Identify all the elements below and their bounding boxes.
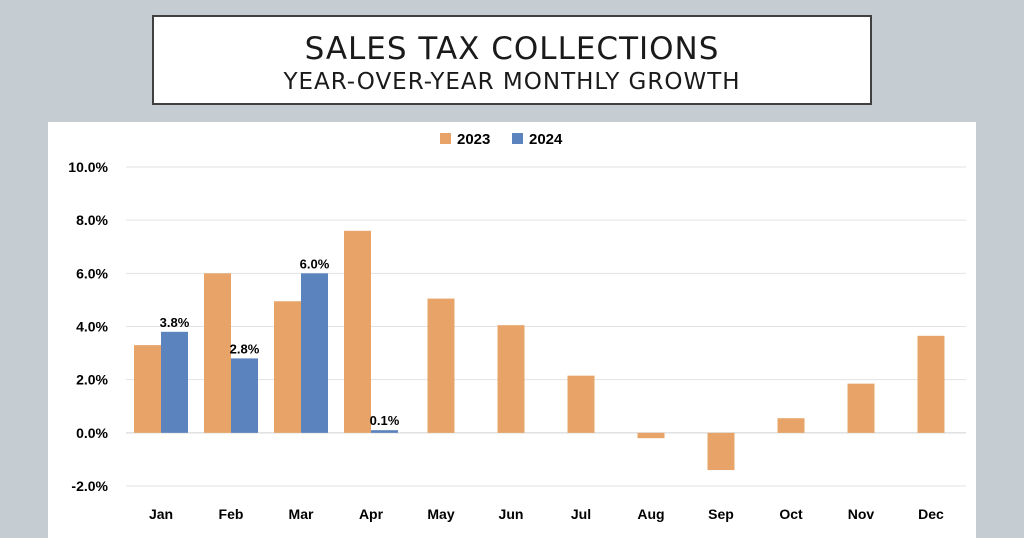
bar-2023-may (427, 298, 455, 433)
x-tick-label: Jun (499, 506, 524, 522)
bar-2023-jun (497, 325, 525, 433)
x-tick-label: Jul (571, 506, 591, 522)
x-tick-label: Oct (779, 506, 803, 522)
bar-2023-oct (777, 418, 805, 433)
x-tick-label: Nov (848, 506, 875, 522)
y-tick-label: -2.0% (71, 478, 108, 494)
bar-2023-mar (274, 301, 301, 433)
bar-chart: -2.0% 0.0% 2.0% 4.0% 6.0% 8.0% 10.0% 3.8% Jan 2.8… (68, 131, 966, 522)
legend-swatch-2024 (512, 133, 523, 144)
bar-2023-jan (134, 345, 161, 433)
y-tick-label: 6.0% (76, 265, 108, 281)
bar-2023-jul (567, 375, 595, 433)
y-tick-label: 8.0% (76, 212, 108, 228)
chart-subtitle: YEAR-OVER-YEAR MONTHLY GROWTH (283, 69, 741, 95)
bar-2023-aug (637, 432, 665, 439)
x-tick-label: Mar (289, 506, 314, 522)
x-tick-label: Dec (918, 506, 944, 522)
data-label: 3.8% (160, 315, 190, 330)
legend-swatch-2023 (440, 133, 451, 144)
x-tick-label: Aug (637, 506, 664, 522)
y-tick-label: 4.0% (76, 319, 108, 335)
y-tick-label: 0.0% (76, 425, 108, 441)
bar-2024-feb (231, 358, 258, 433)
data-label: 6.0% (300, 256, 330, 271)
bar-2023-dec (917, 335, 945, 433)
bar-2024-apr (371, 430, 398, 433)
chart-title-box: SALES TAX COLLECTIONS YEAR-OVER-YEAR MON… (152, 15, 872, 105)
x-tick-label: May (427, 506, 454, 522)
y-tick-label: 10.0% (68, 159, 108, 175)
x-tick-label: Sep (708, 506, 734, 522)
x-tick-label: Apr (359, 506, 384, 522)
bar-2023-apr (344, 230, 371, 433)
data-label: 0.1% (370, 413, 400, 428)
bar-2024-jan (161, 331, 188, 433)
legend-label-2023: 2023 (457, 131, 490, 148)
bar-2024-mar (301, 273, 328, 433)
bar-2023-nov (847, 383, 875, 433)
x-tick-label: Jan (149, 506, 173, 522)
data-label: 2.8% (230, 341, 260, 356)
bar-2023-feb (204, 273, 231, 433)
chart-panel: -2.0% 0.0% 2.0% 4.0% 6.0% 8.0% 10.0% 3.8% Jan 2.8… (48, 122, 976, 538)
legend-label-2024: 2024 (529, 131, 563, 148)
x-tick-label: Feb (219, 506, 244, 522)
bar-2023-sep (707, 432, 735, 471)
chart-title: SALES TAX COLLECTIONS (304, 31, 720, 67)
y-tick-label: 2.0% (76, 372, 108, 388)
